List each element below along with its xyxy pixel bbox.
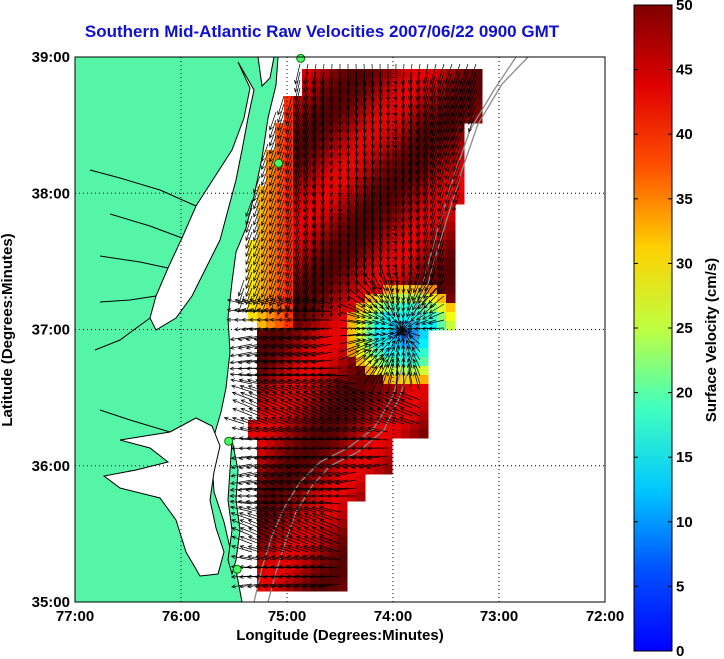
radar-station-marker (296, 53, 306, 63)
colorbar-tick-label: 40 (676, 126, 693, 143)
x-axis-label: Longitude (Degrees:Minutes) (236, 627, 444, 644)
x-tick-label: 72:00 (586, 608, 624, 625)
plot-frame (74, 56, 606, 603)
delaware-bay (257, 57, 275, 88)
grid-lines (75, 57, 605, 602)
colorbar-tick-label: 15 (676, 449, 693, 466)
colorbar-tick-label: 35 (676, 191, 693, 208)
velocity-vectors (223, 63, 477, 589)
y-axis-ticks: 35:00 36:00 37:00 38:00 39:00 (32, 49, 70, 611)
x-tick-label: 73:00 (480, 608, 518, 625)
colorbar-tick-label: 30 (676, 255, 693, 272)
colorbar-tick-label: 0 (676, 643, 684, 659)
colorbar (633, 4, 673, 652)
x-tick-label: 76:00 (162, 608, 200, 625)
radar-station-marker (224, 436, 234, 446)
colorbar-label: Surface Velocity (cm/s) (703, 258, 720, 422)
colorbar-tick-label: 10 (676, 514, 693, 531)
x-tick-label: 77:00 (56, 608, 94, 625)
colorbar-tick-label: 45 (676, 62, 693, 79)
colorbar-tick-label: 5 (676, 578, 684, 595)
colorbar-tick-label: 50 (676, 0, 693, 14)
pamlico-sound (102, 417, 225, 577)
y-tick-label: 39:00 (32, 49, 70, 66)
x-tick-label: 74:00 (374, 608, 412, 625)
x-tick-label: 75:00 (268, 608, 306, 625)
river-lines (89, 169, 197, 433)
y-tick-label: 38:00 (32, 185, 70, 202)
barrier-islands (227, 439, 241, 576)
radar-station-marker (232, 564, 242, 574)
colorbar-tick-label: 25 (676, 320, 693, 337)
map-title: Southern Mid-Atlantic Raw Velocities 200… (84, 22, 560, 41)
colorbar-tick-label: 20 (676, 385, 693, 402)
y-axis-label: Latitude (Degrees:Minutes) (0, 233, 16, 426)
y-tick-label: 35:00 (32, 594, 70, 611)
radar-stations (224, 53, 306, 574)
colorbar-ticks: 0 5 10 15 20 25 30 35 40 45 50 (634, 0, 693, 659)
y-tick-label: 37:00 (32, 322, 70, 339)
y-tick-label: 36:00 (32, 458, 70, 475)
radar-station-marker (274, 158, 284, 168)
x-axis-ticks: 77:00 76:00 75:00 74:00 73:00 72:00 (56, 608, 624, 625)
